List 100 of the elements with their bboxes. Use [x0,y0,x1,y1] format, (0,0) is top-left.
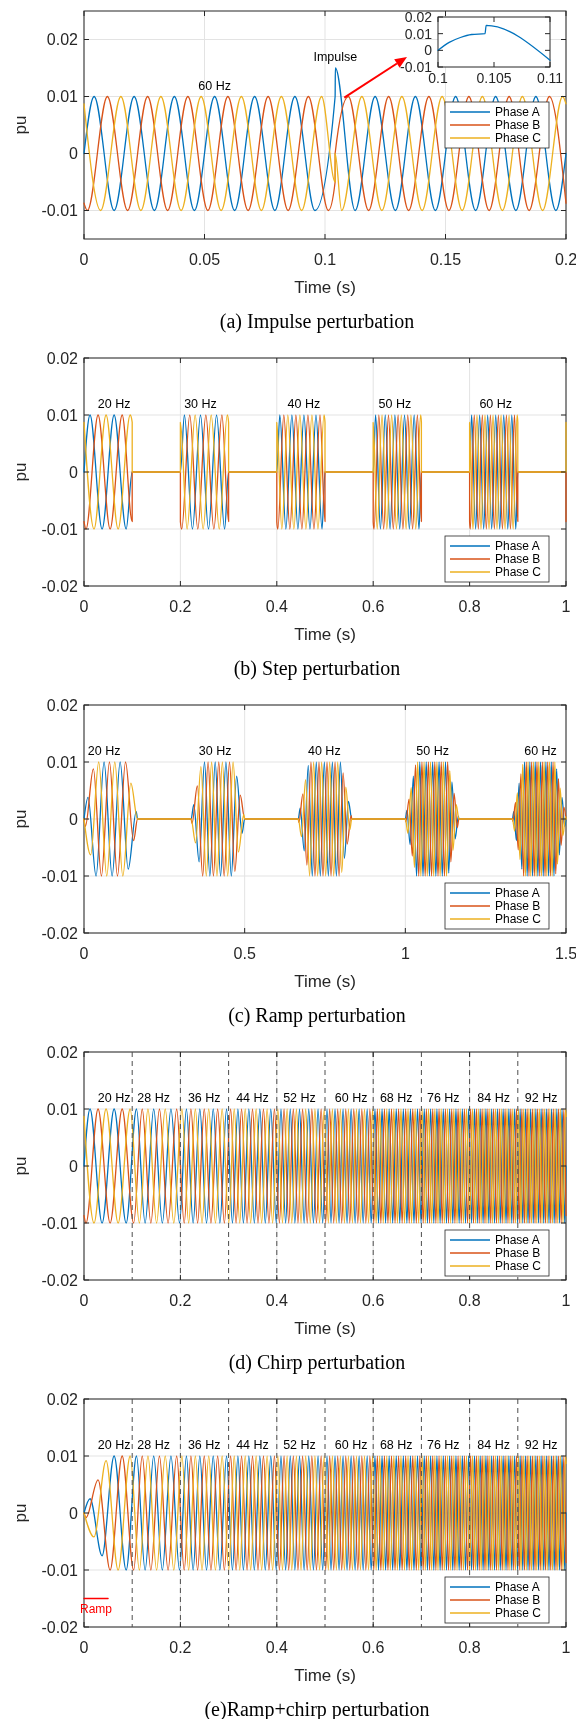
annotation: 44 Hz [236,1438,269,1452]
y-tick-label: 0 [69,1504,79,1522]
legend-label: Phase A [495,105,540,119]
legend-label: Phase C [495,912,542,926]
y-axis-title: pu [10,1503,30,1523]
y-tick-label: -0.01 [41,202,79,219]
x-tick-label: 0.11 [536,70,564,86]
y-tick-label: 0 [424,42,433,59]
x-tick-label: 1 [561,1291,571,1309]
x-tick-label: 0.6 [362,1291,385,1309]
annotation: 30 Hz [198,744,232,758]
x-tick-label: 1 [561,597,571,615]
annotation: 36 Hz [187,1091,221,1105]
annotation: 76 Hz [426,1091,460,1105]
y-axis-title: pu [10,115,30,135]
legend-label: Phase B [495,552,541,566]
y-tick-label: 0.01 [46,1100,79,1118]
x-axis-title: Time (s) [294,624,356,644]
x-tick-label: 0.8 [458,1638,481,1656]
y-tick-label: 0.02 [46,1043,79,1061]
annotation: 84 Hz [477,1091,510,1105]
annotation: 76 Hz [426,1438,460,1452]
x-tick-label: 0.8 [458,1291,481,1309]
y-axis-title: pu [10,1156,30,1176]
x-tick-label: 0.4 [265,597,289,615]
y-tick-label: 0 [69,463,79,481]
annotation: 92 Hz [524,1438,558,1452]
annotation: 40 Hz [287,397,321,411]
legend-label: Phase C [495,1259,542,1273]
y-tick-label: 0.02 [404,9,433,25]
annotation: 50 Hz [378,397,412,411]
legend-label: Phase A [495,539,540,553]
legend-label: Phase B [495,1593,541,1607]
annotation: 60 Hz [524,744,557,758]
y-tick-label: -0.01 [41,1214,79,1232]
text: (b) Step perturbation [233,657,401,680]
annotation: 28 Hz [137,1091,171,1105]
x-axis-title: Time (s) [294,971,356,991]
y-tick-label: 0.01 [46,88,79,105]
x-tick-label: 0.1 [313,250,337,268]
annotation: 20 Hz [97,1091,131,1105]
annotation: 60 Hz [198,78,231,93]
annotation: 60 Hz [334,1091,368,1105]
y-tick-label: -0.01 [41,520,79,538]
y-tick-label: 0.02 [46,1390,79,1408]
legend-label: Phase B [495,899,541,913]
x-tick-label: 0.2 [169,597,192,615]
annotation: 30 Hz [184,397,217,411]
annotation: 52 Hz [283,1438,316,1452]
x-tick-label: 1 [400,944,410,962]
y-axis-title: pu [10,462,30,482]
legend-label: Phase A [495,886,540,900]
line-series [83,1455,567,1571]
x-tick-label: 0.15 [429,250,462,268]
annotation: 60 Hz [334,1438,368,1452]
text: (d) Chirp perturbation [228,1351,406,1374]
legend-label: Phase B [495,118,541,132]
x-tick-label: 0.2 [169,1638,192,1656]
y-tick-label: 0 [69,810,79,828]
y-tick-label: 0.02 [46,696,79,714]
y-tick-label: 0 [69,1157,79,1175]
legend-label: Phase C [495,565,542,579]
x-tick-label: 0.4 [265,1638,289,1656]
annotation: 20 Hz [97,397,131,411]
annotation: 20 Hz [97,1438,131,1452]
x-tick-label: 0.4 [265,1291,289,1309]
y-tick-label: -0.02 [41,1271,79,1289]
x-tick-label: 0.2 [554,250,576,268]
text: (c) Ramp perturbation [228,1004,406,1027]
y-tick-label: 0.01 [46,406,79,424]
legend-label: Phase C [495,1606,542,1620]
annotation: 52 Hz [283,1091,316,1105]
annotation: 28 Hz [137,1438,171,1452]
legend-label: Phase A [495,1233,540,1247]
annotation: 44 Hz [236,1091,269,1105]
y-tick-label: 0.02 [46,31,79,48]
legend-label: Phase A [495,1580,540,1594]
y-axis-title: pu [10,809,30,829]
annotation: 68 Hz [379,1438,413,1452]
annotation: 50 Hz [416,744,449,758]
legend-label: Phase C [495,131,542,145]
text: (a) Impulse perturbation [219,310,415,333]
y-tick-label: -0.01 [41,1561,79,1579]
annotation: 40 Hz [308,744,341,758]
x-axis-title: Time (s) [294,1665,356,1685]
x-tick-label: 1 [561,1638,571,1656]
series-label: Ramp [80,1601,113,1616]
legend-label: Phase B [495,1246,541,1260]
y-tick-label: -0.01 [400,59,433,75]
x-tick-label: 0.105 [476,70,512,86]
x-axis-title: Time (s) [294,1318,356,1338]
line-series [83,761,567,877]
annotation: Impulse [313,50,358,64]
y-tick-label: -0.02 [41,1618,79,1636]
y-tick-label: 0.01 [46,753,79,771]
annotation: 68 Hz [379,1091,413,1105]
annotation: 20 Hz [87,744,121,758]
line-series [83,95,567,212]
y-tick-label: 0 [69,145,79,162]
x-axis-title: Time (s) [294,277,356,297]
